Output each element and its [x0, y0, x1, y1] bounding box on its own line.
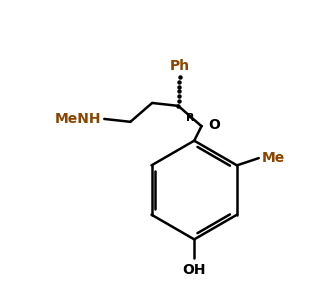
Text: Me: Me [262, 151, 285, 165]
Text: R: R [186, 113, 194, 123]
Text: O: O [209, 118, 221, 132]
Text: OH: OH [182, 263, 206, 277]
Text: Ph: Ph [170, 59, 190, 73]
Text: MeNH: MeNH [55, 112, 101, 126]
